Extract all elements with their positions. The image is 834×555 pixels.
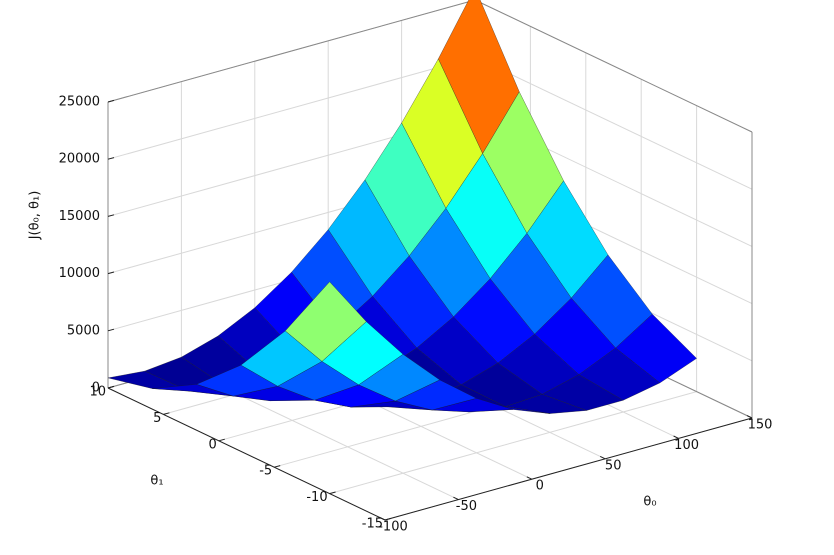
- tick-mark: [673, 435, 679, 439]
- surface-patch: [284, 281, 367, 362]
- z-tick-label: 0: [92, 381, 100, 396]
- y-tick-label: 0: [209, 437, 217, 452]
- x-tick-label: 150: [748, 418, 773, 433]
- z-tick-label: 5000: [67, 323, 100, 338]
- grid-line: [474, 56, 753, 190]
- tick-mark: [107, 328, 115, 332]
- y-axis-label: θ₁: [150, 474, 163, 489]
- z-axis-label: J(θ₀, θ₁): [28, 191, 43, 241]
- tick-mark: [746, 415, 753, 419]
- grid-line: [107, 56, 476, 160]
- y-tick-label: 10: [89, 385, 106, 400]
- x-tick-label: 0: [536, 479, 544, 494]
- x-axis-label: θ₀: [643, 495, 656, 510]
- tick-mark: [107, 271, 115, 275]
- axis-line: [384, 417, 753, 521]
- tick-mark: [453, 496, 459, 501]
- z-tick-label: 25000: [59, 95, 100, 110]
- tick-mark: [107, 157, 115, 160]
- tick-mark: [218, 438, 225, 442]
- box-edge: [107, 0, 476, 103]
- z-tick-label: 20000: [59, 152, 100, 167]
- tick-mark: [107, 99, 115, 103]
- tick-mark: [107, 214, 115, 217]
- x-tick-label: 50: [605, 458, 622, 473]
- tick-mark: [379, 517, 386, 521]
- axis-line: [107, 387, 386, 521]
- surface: [107, 0, 697, 414]
- y-tick-label: -15: [362, 517, 383, 532]
- grid-line: [329, 391, 697, 495]
- tick-mark: [274, 465, 281, 468]
- tick-mark: [163, 412, 170, 415]
- box-edge: [474, 0, 753, 133]
- z-tick-label: 15000: [59, 209, 100, 224]
- tick-mark: [329, 491, 336, 495]
- y-tick-label: 5: [153, 411, 161, 426]
- y-tick-label: -5: [259, 464, 272, 479]
- z-tick-label: 10000: [59, 266, 100, 281]
- y-tick-label: -10: [306, 490, 327, 505]
- tick-mark: [107, 385, 115, 389]
- x-tick-label: -100: [378, 520, 408, 535]
- tick-mark: [526, 476, 533, 480]
- x-tick-label: -50: [456, 499, 477, 514]
- tick-mark: [599, 455, 606, 460]
- tick-mark: [384, 517, 392, 521]
- axis-labels: 0500010000150002000025000-15-10-50510-10…: [59, 95, 773, 535]
- x-tick-label: 100: [674, 438, 699, 453]
